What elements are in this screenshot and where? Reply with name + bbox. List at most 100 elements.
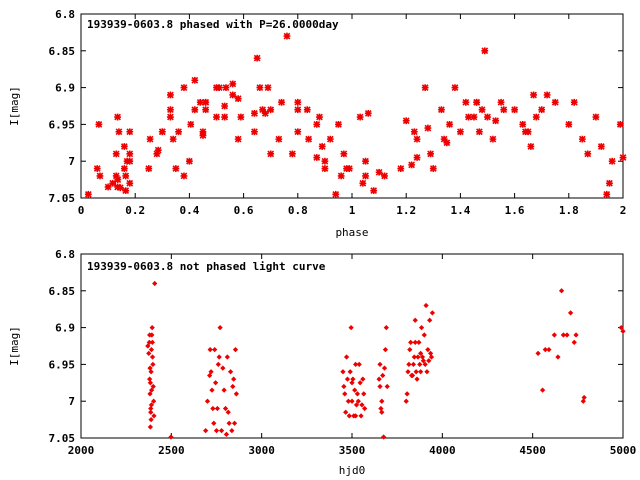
x-tick-label: 0.8 [288, 204, 308, 217]
data-point [259, 106, 266, 114]
data-point [126, 128, 134, 136]
data-point [353, 402, 360, 408]
data-point [429, 165, 437, 172]
data-point [532, 113, 540, 121]
data-point [313, 121, 321, 128]
data-point [361, 391, 367, 397]
data-point [408, 339, 414, 345]
y-tick-label: 7 [68, 155, 75, 168]
chart-title: 193939-0603.8 phased with P=26.0000day [87, 18, 339, 31]
data-point [580, 398, 586, 404]
x-tick-label: 2 [620, 204, 627, 217]
data-point [152, 280, 158, 287]
data-point [237, 113, 245, 121]
data-point [408, 161, 416, 169]
y-tick-label: 6.9 [55, 322, 75, 335]
data-point [451, 84, 459, 91]
x-tick-label: 1 [349, 204, 356, 217]
data-point [402, 117, 410, 125]
data-point [214, 405, 221, 412]
data-point [362, 172, 369, 180]
data-point [350, 376, 356, 382]
data-point [375, 168, 383, 176]
data-point [149, 324, 155, 331]
data-point [484, 113, 491, 121]
data-point [215, 84, 223, 91]
x-axis-label: hjd0 [339, 464, 366, 477]
y-tick-label: 6.85 [49, 285, 76, 298]
data-point [153, 150, 161, 158]
data-point [383, 324, 389, 331]
data-point [167, 91, 174, 99]
data-point [199, 128, 207, 136]
data-point [116, 184, 124, 192]
data-point [428, 354, 435, 360]
data-point [335, 121, 342, 128]
data-point [462, 98, 470, 106]
data-point [349, 380, 355, 386]
data-point [283, 32, 291, 40]
x-tick-label: 0.2 [125, 204, 145, 217]
data-point [357, 380, 363, 386]
data-point [362, 157, 369, 165]
data-point [313, 154, 321, 161]
data-point [382, 347, 389, 353]
data-point [217, 324, 223, 331]
data-point [380, 372, 386, 379]
data-point [413, 135, 421, 143]
y-tick-label: 6.8 [55, 8, 75, 21]
data-point [481, 47, 489, 55]
data-point [345, 165, 353, 172]
data-point [347, 369, 353, 375]
data-point [151, 398, 157, 404]
data-point [489, 135, 497, 143]
data-point [253, 54, 261, 62]
data-point [584, 150, 592, 158]
data-point [415, 354, 421, 360]
x-tick-label: 0 [78, 204, 85, 217]
data-point [527, 143, 535, 150]
data-point [220, 365, 226, 371]
data-point [538, 106, 546, 114]
data-point [410, 361, 417, 368]
data-point [406, 361, 412, 368]
data-point [420, 358, 426, 364]
data-point [147, 424, 154, 430]
x-tick-label: 4500 [519, 444, 546, 457]
y-tick-label: 7.05 [49, 432, 76, 445]
data-point [358, 413, 364, 419]
data-point [592, 113, 600, 121]
data-point [418, 324, 425, 331]
data-point [376, 376, 382, 382]
data-point [208, 369, 214, 375]
data-point [539, 387, 546, 393]
data-point [231, 376, 237, 382]
data-point [457, 128, 464, 136]
data-point [535, 350, 541, 356]
data-point [412, 317, 418, 323]
data-point [172, 165, 180, 172]
data-point [148, 416, 154, 423]
data-point [326, 135, 334, 143]
data-point [359, 402, 365, 408]
data-point [229, 80, 237, 88]
data-point [423, 302, 429, 309]
data-point [332, 190, 340, 198]
data-point [345, 398, 352, 404]
data-point [154, 146, 162, 154]
data-point [413, 154, 421, 161]
x-tick-label: 4000 [429, 444, 456, 457]
plot-frame [80, 253, 624, 439]
data-point [573, 332, 579, 338]
data-point [551, 332, 557, 338]
axis-ticks: 0 0.2 0.4 0.6 0.8 1 1.2 1.4 1.6 1.8 2 6.8 6.85 6.9 6.9… [49, 8, 627, 217]
data-point [340, 150, 348, 158]
y-tick-label: 6.9 [55, 82, 75, 95]
data-point [567, 310, 574, 316]
data-point [413, 369, 419, 375]
x-tick-label: 0.4 [179, 204, 199, 217]
data-point [96, 172, 104, 180]
data-point [421, 84, 429, 91]
data-point [429, 310, 436, 316]
